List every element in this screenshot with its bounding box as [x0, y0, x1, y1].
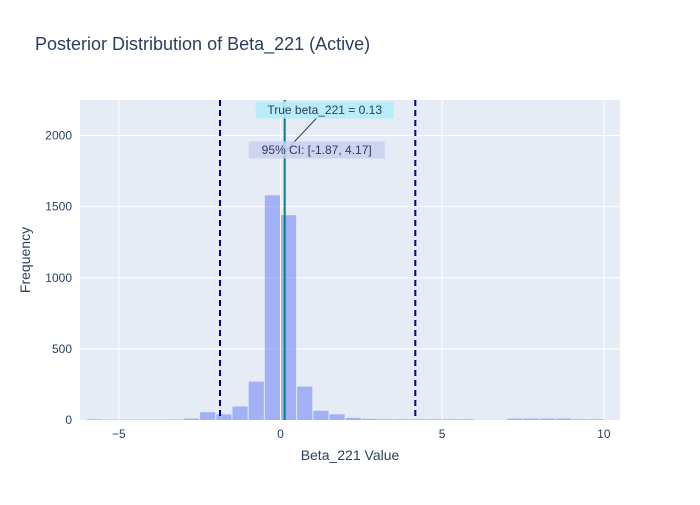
histogram-bar	[346, 418, 361, 420]
histogram-bar	[394, 419, 409, 420]
y-tick-label: 1500	[45, 200, 72, 214]
histogram-bar	[297, 387, 312, 420]
histogram-bar	[200, 412, 215, 420]
histogram-bar	[329, 414, 344, 420]
x-axis-ticks: −5 0 5 10	[112, 427, 611, 441]
y-axis-ticks: 0 500 1000 1500 2000	[45, 129, 72, 427]
y-tick-label: 0	[65, 413, 72, 427]
x-axis-label: Beta_221 Value	[301, 447, 400, 463]
chart-title: Posterior Distribution of Beta_221 (Acti…	[35, 34, 370, 55]
true-value-annotation-label: True beta_221 = 0.13	[267, 103, 382, 117]
histogram-bar	[216, 414, 231, 420]
histogram-bar	[507, 419, 522, 420]
y-tick-label: 500	[52, 342, 72, 356]
histogram-bar	[313, 411, 328, 420]
x-tick-label: 10	[597, 427, 611, 441]
x-tick-label: −5	[112, 427, 126, 441]
y-tick-label: 2000	[45, 129, 72, 143]
histogram-bar	[232, 406, 247, 420]
histogram-bar	[588, 419, 603, 420]
histogram-bar	[540, 419, 555, 420]
x-tick-label: 0	[277, 427, 284, 441]
histogram-bar	[249, 382, 264, 420]
histogram-bar	[378, 419, 393, 420]
x-tick-label: 5	[439, 427, 446, 441]
y-tick-label: 1000	[45, 271, 72, 285]
histogram-bar	[410, 419, 425, 420]
histogram-bar	[87, 419, 102, 420]
histogram-bar	[265, 195, 280, 420]
histogram-bar	[281, 215, 296, 420]
histogram-bar	[362, 419, 377, 420]
histogram-bar	[556, 419, 571, 420]
y-axis-label: Frequency	[17, 227, 33, 293]
histogram-bar	[523, 419, 538, 420]
ci-annotation-label: 95% CI: [-1.87, 4.17]	[262, 143, 372, 157]
histogram-bar	[184, 419, 199, 420]
histogram-bar	[459, 419, 474, 420]
histogram-bar	[572, 419, 587, 420]
histogram-bar	[426, 419, 441, 420]
histogram-bar	[443, 419, 458, 420]
